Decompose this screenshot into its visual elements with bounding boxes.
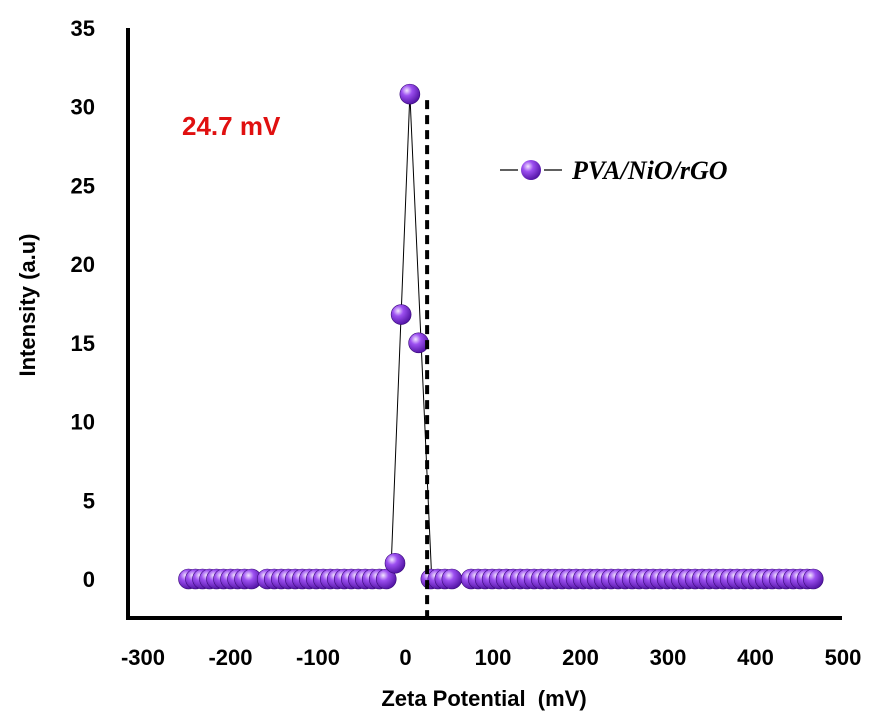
x-tick-label: -200 — [208, 645, 252, 670]
axes — [126, 28, 842, 620]
x-tick-label: 0 — [399, 645, 411, 670]
legend: PVA/NiO/rGO — [500, 156, 728, 185]
zeta-value-annotation: 24.7 mV — [182, 111, 281, 141]
x-tick-label: 200 — [562, 645, 599, 670]
y-tick-label: 5 — [83, 488, 95, 513]
data-point — [375, 568, 397, 590]
y-tick-label: 15 — [71, 331, 95, 356]
x-tick-label: -100 — [296, 645, 340, 670]
y-tick-labels: 0 5 10 15 20 25 30 35 — [71, 16, 95, 592]
x-tick-label: 400 — [737, 645, 774, 670]
data-point — [384, 552, 406, 574]
x-tick-label: -300 — [121, 645, 165, 670]
x-tick-label: 100 — [475, 645, 512, 670]
y-tick-label: 0 — [83, 567, 95, 592]
data-points — [178, 83, 824, 590]
data-point — [390, 304, 412, 325]
legend-marker — [521, 160, 541, 180]
data-point — [399, 83, 421, 105]
y-tick-label: 20 — [71, 252, 95, 277]
x-tick-labels: -300 -200 -100 0 100 200 300 400 500 — [121, 645, 861, 670]
x-axis-title: Zeta Potential (mV) — [381, 686, 586, 711]
y-axis-title: Intensity (a.u) — [15, 233, 40, 376]
y-tick-label: 35 — [71, 16, 95, 41]
y-tick-label: 25 — [71, 173, 95, 198]
x-tick-label: 300 — [650, 645, 687, 670]
data-point — [802, 568, 824, 590]
y-tick-label: 10 — [71, 410, 95, 435]
x-tick-label: 500 — [825, 645, 862, 670]
legend-series-label: PVA/NiO/rGO — [571, 156, 728, 185]
y-tick-label: 30 — [71, 95, 95, 120]
data-point — [441, 568, 463, 590]
